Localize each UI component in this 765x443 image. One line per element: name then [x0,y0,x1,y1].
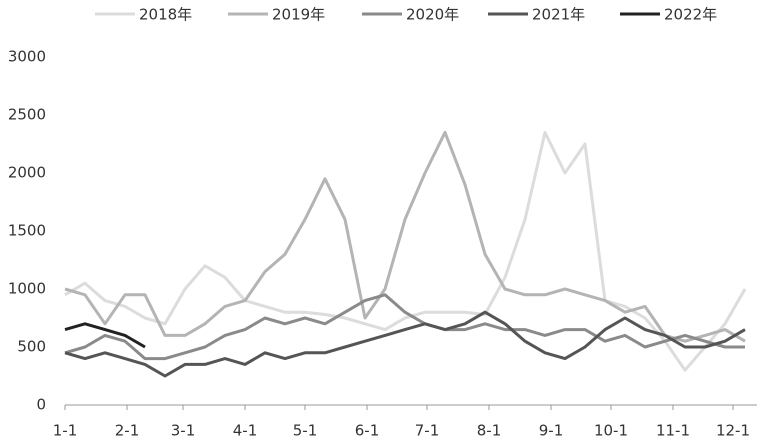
x-tick-label: 6-1 [355,422,380,440]
legend-label: 2022年 [664,6,717,24]
y-tick-label: 3000 [8,48,46,66]
legend-label: 2018年 [139,6,192,24]
x-tick-label: 9-1 [539,422,564,440]
series-line [64,322,146,349]
x-tick-label: 7-1 [415,422,440,440]
y-tick-label: 0 [36,396,46,414]
legend-label: 2019年 [272,6,325,24]
y-tick-label: 2500 [8,106,46,124]
x-tick-label: 12-1 [716,422,750,440]
series-line [64,130,746,343]
x-tick-label: 5-1 [293,422,318,440]
y-tick-label: 2000 [8,164,46,182]
x-tick-label: 11-1 [656,422,690,440]
legend-label: 2020年 [406,6,459,24]
series-line [64,293,745,361]
x-tick-label: 3-1 [171,422,196,440]
x-tick-label: 10-1 [594,422,628,440]
x-tick-label: 8-1 [477,422,502,440]
x-tick-label: 2-1 [115,422,140,440]
legend-label: 2021年 [532,6,585,24]
x-tick-label: 4-1 [233,422,258,440]
y-tick-label: 1500 [8,222,46,240]
y-tick-label: 1000 [8,280,46,298]
y-tick-label: 500 [17,338,46,356]
series-line [64,310,746,378]
x-tick-label: 1-1 [53,422,78,440]
